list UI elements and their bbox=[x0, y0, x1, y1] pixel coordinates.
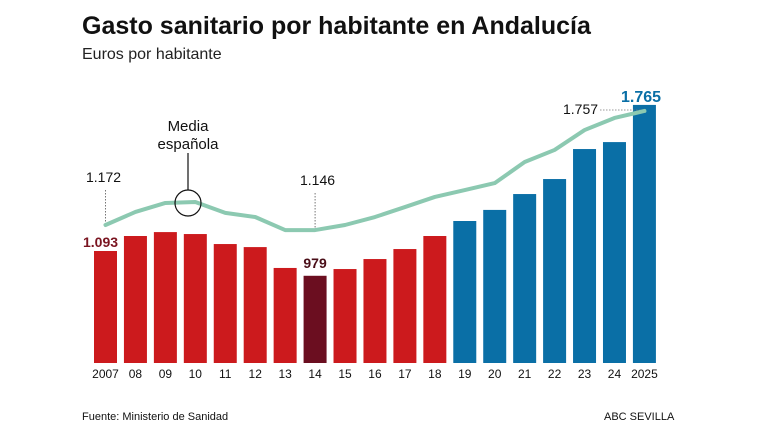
x-tick-label: 22 bbox=[548, 367, 562, 381]
x-tick-label: 18 bbox=[428, 367, 442, 381]
x-tick-label: 2025 bbox=[631, 367, 658, 381]
bar-23 bbox=[573, 149, 597, 363]
bar-08 bbox=[123, 236, 147, 363]
data-label-bar-2025: 1.765 bbox=[621, 89, 661, 106]
bar-22 bbox=[543, 179, 567, 363]
bar-13 bbox=[273, 267, 297, 363]
bar-2007 bbox=[94, 251, 117, 363]
x-tick-label: 15 bbox=[338, 367, 352, 381]
x-tick-label: 14 bbox=[308, 367, 322, 381]
x-tick-label: 24 bbox=[608, 367, 622, 381]
bar-16 bbox=[363, 259, 387, 363]
bar-14 bbox=[303, 275, 327, 363]
x-tick-label: 13 bbox=[278, 367, 292, 381]
x-tick-label: 23 bbox=[578, 367, 592, 381]
bar-19 bbox=[453, 221, 477, 363]
bar-10 bbox=[183, 234, 207, 363]
x-tick-label: 16 bbox=[368, 367, 382, 381]
x-tick-label: 09 bbox=[159, 367, 173, 381]
data-label-line-2025: 1.757 bbox=[563, 101, 598, 117]
bar-21 bbox=[513, 194, 537, 363]
bar-12 bbox=[243, 247, 267, 363]
x-tick-label: 17 bbox=[398, 367, 412, 381]
x-tick-label: 10 bbox=[189, 367, 203, 381]
line-label: española bbox=[158, 136, 220, 153]
chart-title: Gasto sanitario por habitante en Andaluc… bbox=[82, 12, 591, 40]
bar-24 bbox=[602, 142, 626, 363]
x-tick-label: 11 bbox=[219, 367, 232, 381]
data-label-line-2014: 1.146 bbox=[300, 172, 335, 188]
bar-15 bbox=[333, 269, 357, 363]
series-line-media-espanola bbox=[103, 108, 647, 233]
x-tick-label: 19 bbox=[458, 367, 472, 381]
x-tick-label: 2007 bbox=[92, 367, 119, 381]
line-label: Media bbox=[168, 118, 210, 135]
bar-09 bbox=[153, 232, 177, 363]
source-note: Fuente: Ministerio de Sanidad bbox=[82, 411, 229, 423]
data-label-bar-2007: 1.093 bbox=[83, 234, 118, 250]
x-tick-label: 21 bbox=[518, 367, 532, 381]
x-tick-label: 08 bbox=[129, 367, 143, 381]
chart-subtitle: Euros por habitante bbox=[82, 46, 222, 63]
brand-label: ABC SEVILLA bbox=[604, 411, 675, 423]
bar-17 bbox=[393, 249, 417, 363]
data-label-line-2007: 1.172 bbox=[86, 169, 121, 185]
bar-2025 bbox=[632, 104, 656, 364]
x-tick-label: 12 bbox=[249, 367, 263, 381]
data-label-bar-2014: 979 bbox=[303, 255, 327, 271]
bar-11 bbox=[213, 244, 237, 363]
bar-20 bbox=[483, 209, 507, 363]
bar-18 bbox=[423, 236, 447, 363]
x-tick-label: 20 bbox=[488, 367, 502, 381]
